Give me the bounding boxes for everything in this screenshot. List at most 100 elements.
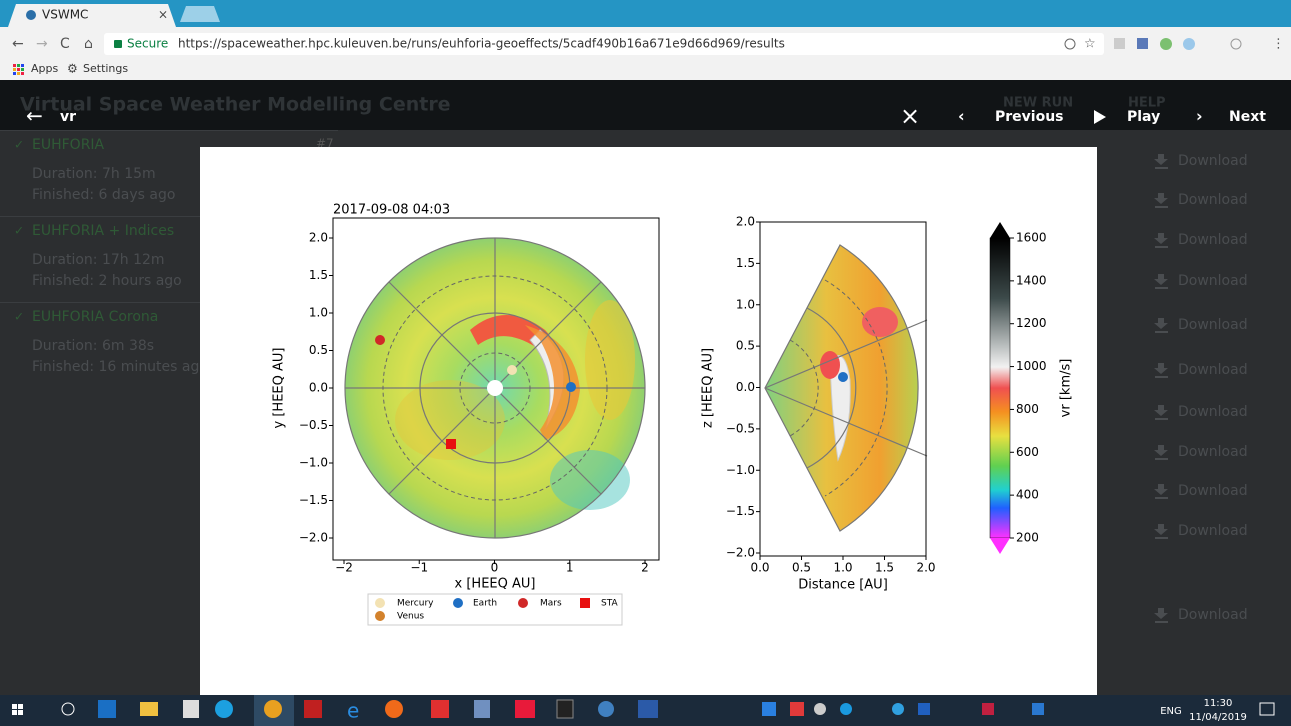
address-bar[interactable] [104, 33, 1104, 55]
download-button[interactable]: Download [1178, 444, 1248, 460]
download-icon [1154, 484, 1168, 499]
nav-link[interactable]: NEW RUN [1003, 96, 1073, 111]
colorbar-tick-label: 1600 [1016, 231, 1047, 245]
colorbar-tick-label: 1400 [1016, 273, 1047, 287]
download-icon [1154, 193, 1168, 208]
equatorial-plot [332, 217, 660, 561]
close-button[interactable]: × [900, 102, 920, 130]
meridional-plot [759, 221, 928, 557]
download-button[interactable]: Download [1178, 523, 1248, 539]
legend-marker [580, 598, 590, 608]
download-button[interactable]: Download [1178, 232, 1248, 248]
legend-label: Mercury [397, 599, 434, 609]
svg-text:⋮: ⋮ [1272, 37, 1285, 52]
bookmark[interactable]: Settings [83, 62, 128, 75]
run-check: ✓ [14, 310, 24, 324]
download-button[interactable]: Download [1178, 607, 1248, 623]
colorbar-tick-label: 400 [1016, 488, 1039, 502]
close-viewer-arrow[interactable]: ← [26, 104, 43, 128]
run-check: ✓ [14, 138, 24, 152]
y-tick-label: 2.0 [736, 215, 755, 229]
new-tab[interactable] [180, 6, 220, 22]
y-tick-label: −2.0 [299, 531, 328, 545]
y-tick-label: −1.5 [299, 493, 328, 507]
colorbar-tick-label: 1200 [1016, 316, 1047, 330]
tab[interactable] [8, 4, 176, 27]
x-tick-label: 2 [641, 561, 649, 575]
svg-text:☆: ☆ [1084, 37, 1096, 52]
run-finished: Finished: 2 hours ago [32, 273, 182, 289]
x-tick-label: 2.0 [916, 561, 935, 575]
y-tick-label: 1.5 [309, 268, 328, 282]
clock-date[interactable]: 11/04/2019 [1189, 712, 1247, 723]
download-button[interactable]: Download [1178, 362, 1248, 378]
download-button[interactable]: Download [1178, 317, 1248, 333]
y-tick-label: 2.0 [309, 231, 328, 245]
download-icon [1154, 274, 1168, 289]
run-name[interactable]: EUHFORIA Corona [32, 309, 158, 325]
axis-ticks: −2 −1 0 1 22.01.51.00.50.0−0.5−1.0−1.5−2.00.… [299, 215, 1047, 575]
run-finished: Finished: 16 minutes ago [32, 359, 208, 375]
colorbar-tick-label: 800 [1016, 402, 1039, 416]
download-button[interactable]: Download [1178, 404, 1248, 420]
reload-button[interactable]: C [60, 36, 70, 52]
download-icon [1154, 318, 1168, 333]
bookmark[interactable]: Apps [31, 62, 58, 75]
x-tick-label: −2 [335, 561, 353, 575]
download-icon [1154, 154, 1168, 169]
forward-button[interactable]: → [36, 36, 48, 52]
legend-label: Mars [540, 599, 562, 609]
settings-icon: ⚙ [67, 62, 78, 76]
tab-icon [26, 10, 36, 20]
y-tick-label: −2.0 [726, 546, 755, 560]
x-tick-label: 1.5 [875, 561, 894, 575]
language[interactable]: ENG [1160, 706, 1182, 717]
run-duration: Duration: 7h 15m [32, 166, 156, 182]
y-tick-label: 0.5 [309, 343, 328, 357]
bookmarks-bar [0, 59, 1291, 80]
download-icon [1154, 233, 1168, 248]
run-separator [0, 216, 338, 217]
download-button[interactable]: Download [1178, 273, 1248, 289]
play-button[interactable]: Play [1127, 109, 1160, 125]
apps-icon [13, 64, 24, 75]
url: https://spaceweather.hpc.kuleuven.be/run… [178, 37, 785, 51]
download-button[interactable]: Download [1178, 192, 1248, 208]
x-tick-label: 0 [491, 561, 499, 575]
tab-title: VSWMC [42, 8, 88, 22]
timestamp: 2017-09-08 04:03 [333, 203, 450, 218]
run-duration: Duration: 17h 12m [32, 252, 165, 268]
run-name[interactable]: EUHFORIA [32, 137, 105, 153]
y-tick-label: 1.5 [736, 256, 755, 270]
download-button[interactable]: Download [1178, 153, 1248, 169]
legend-marker [375, 598, 385, 608]
y-tick-label: 0.5 [736, 339, 755, 353]
y-tick-label: 1.0 [309, 306, 328, 320]
y-tick-label: −0.5 [726, 421, 755, 435]
run-separator [0, 130, 338, 131]
svg-text:e: e [347, 699, 359, 723]
previous-button[interactable]: Previous [995, 109, 1064, 125]
next-button[interactable]: Next [1229, 109, 1266, 125]
y-tick-label: −0.5 [299, 418, 328, 432]
play-icon [1094, 110, 1106, 124]
nav-link[interactable]: HELP [1128, 96, 1166, 111]
back-button[interactable]: ← [12, 36, 24, 52]
clock-time[interactable]: 11:30 [1204, 698, 1233, 709]
home-button[interactable]: ⌂ [84, 36, 93, 52]
app-title: Virtual Space Weather Modelling Centre [20, 94, 451, 116]
run-name[interactable]: EUHFORIA + Indices [32, 223, 174, 239]
x-tick-label: 0.5 [792, 561, 811, 575]
y-tick-label: −1.0 [726, 463, 755, 477]
y-tick-label: −1.5 [726, 504, 755, 518]
download-icon [1154, 524, 1168, 539]
colorbar [989, 222, 1011, 554]
download-button[interactable]: Download [1178, 483, 1248, 499]
run-finished: Finished: 6 days ago [32, 187, 175, 203]
legend-marker [375, 611, 385, 621]
x-axis-label: x [HEEQ AU] [455, 577, 536, 592]
tab-close[interactable]: × [158, 8, 168, 22]
legend-label: STA [601, 599, 619, 609]
y-tick-label: −1.0 [299, 456, 328, 470]
